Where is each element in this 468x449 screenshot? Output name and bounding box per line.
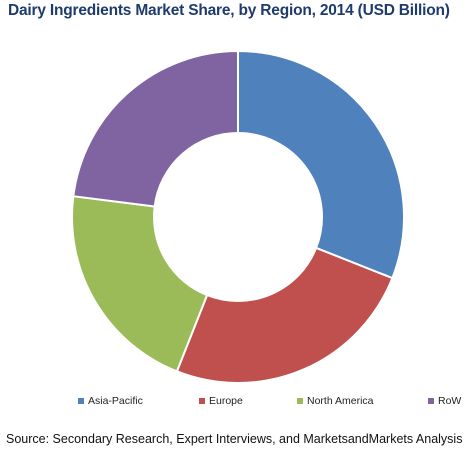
donut-slice-asia-pacific [237, 49, 405, 280]
donut-slice-europe [175, 246, 394, 384]
legend-label-row: RoW [438, 395, 462, 407]
chart-legend: Asia-Pacific Europe North America RoW [0, 395, 468, 409]
legend-item-europe: Europe [199, 395, 243, 407]
donut-slice-row [72, 49, 239, 208]
legend-swatch-asia-pacific [78, 398, 84, 404]
chart-title: Dairy Ingredients Market Share, by Regio… [8, 2, 450, 19]
legend-item-row: RoW [428, 395, 461, 407]
legend-label-north-america: North America [307, 395, 374, 407]
legend-swatch-europe [199, 398, 205, 404]
legend-item-asia-pacific: Asia-Pacific [78, 395, 143, 407]
legend-label-asia-pacific: Asia-Pacific [88, 395, 143, 407]
legend-label-europe: Europe [209, 395, 243, 407]
legend-item-north-america: North America [297, 395, 374, 407]
donut-slice-north-america [71, 195, 209, 373]
legend-swatch-row [428, 398, 434, 404]
source-note: Source: Secondary Research, Expert Inter… [6, 432, 463, 446]
legend-swatch-north-america [297, 398, 303, 404]
